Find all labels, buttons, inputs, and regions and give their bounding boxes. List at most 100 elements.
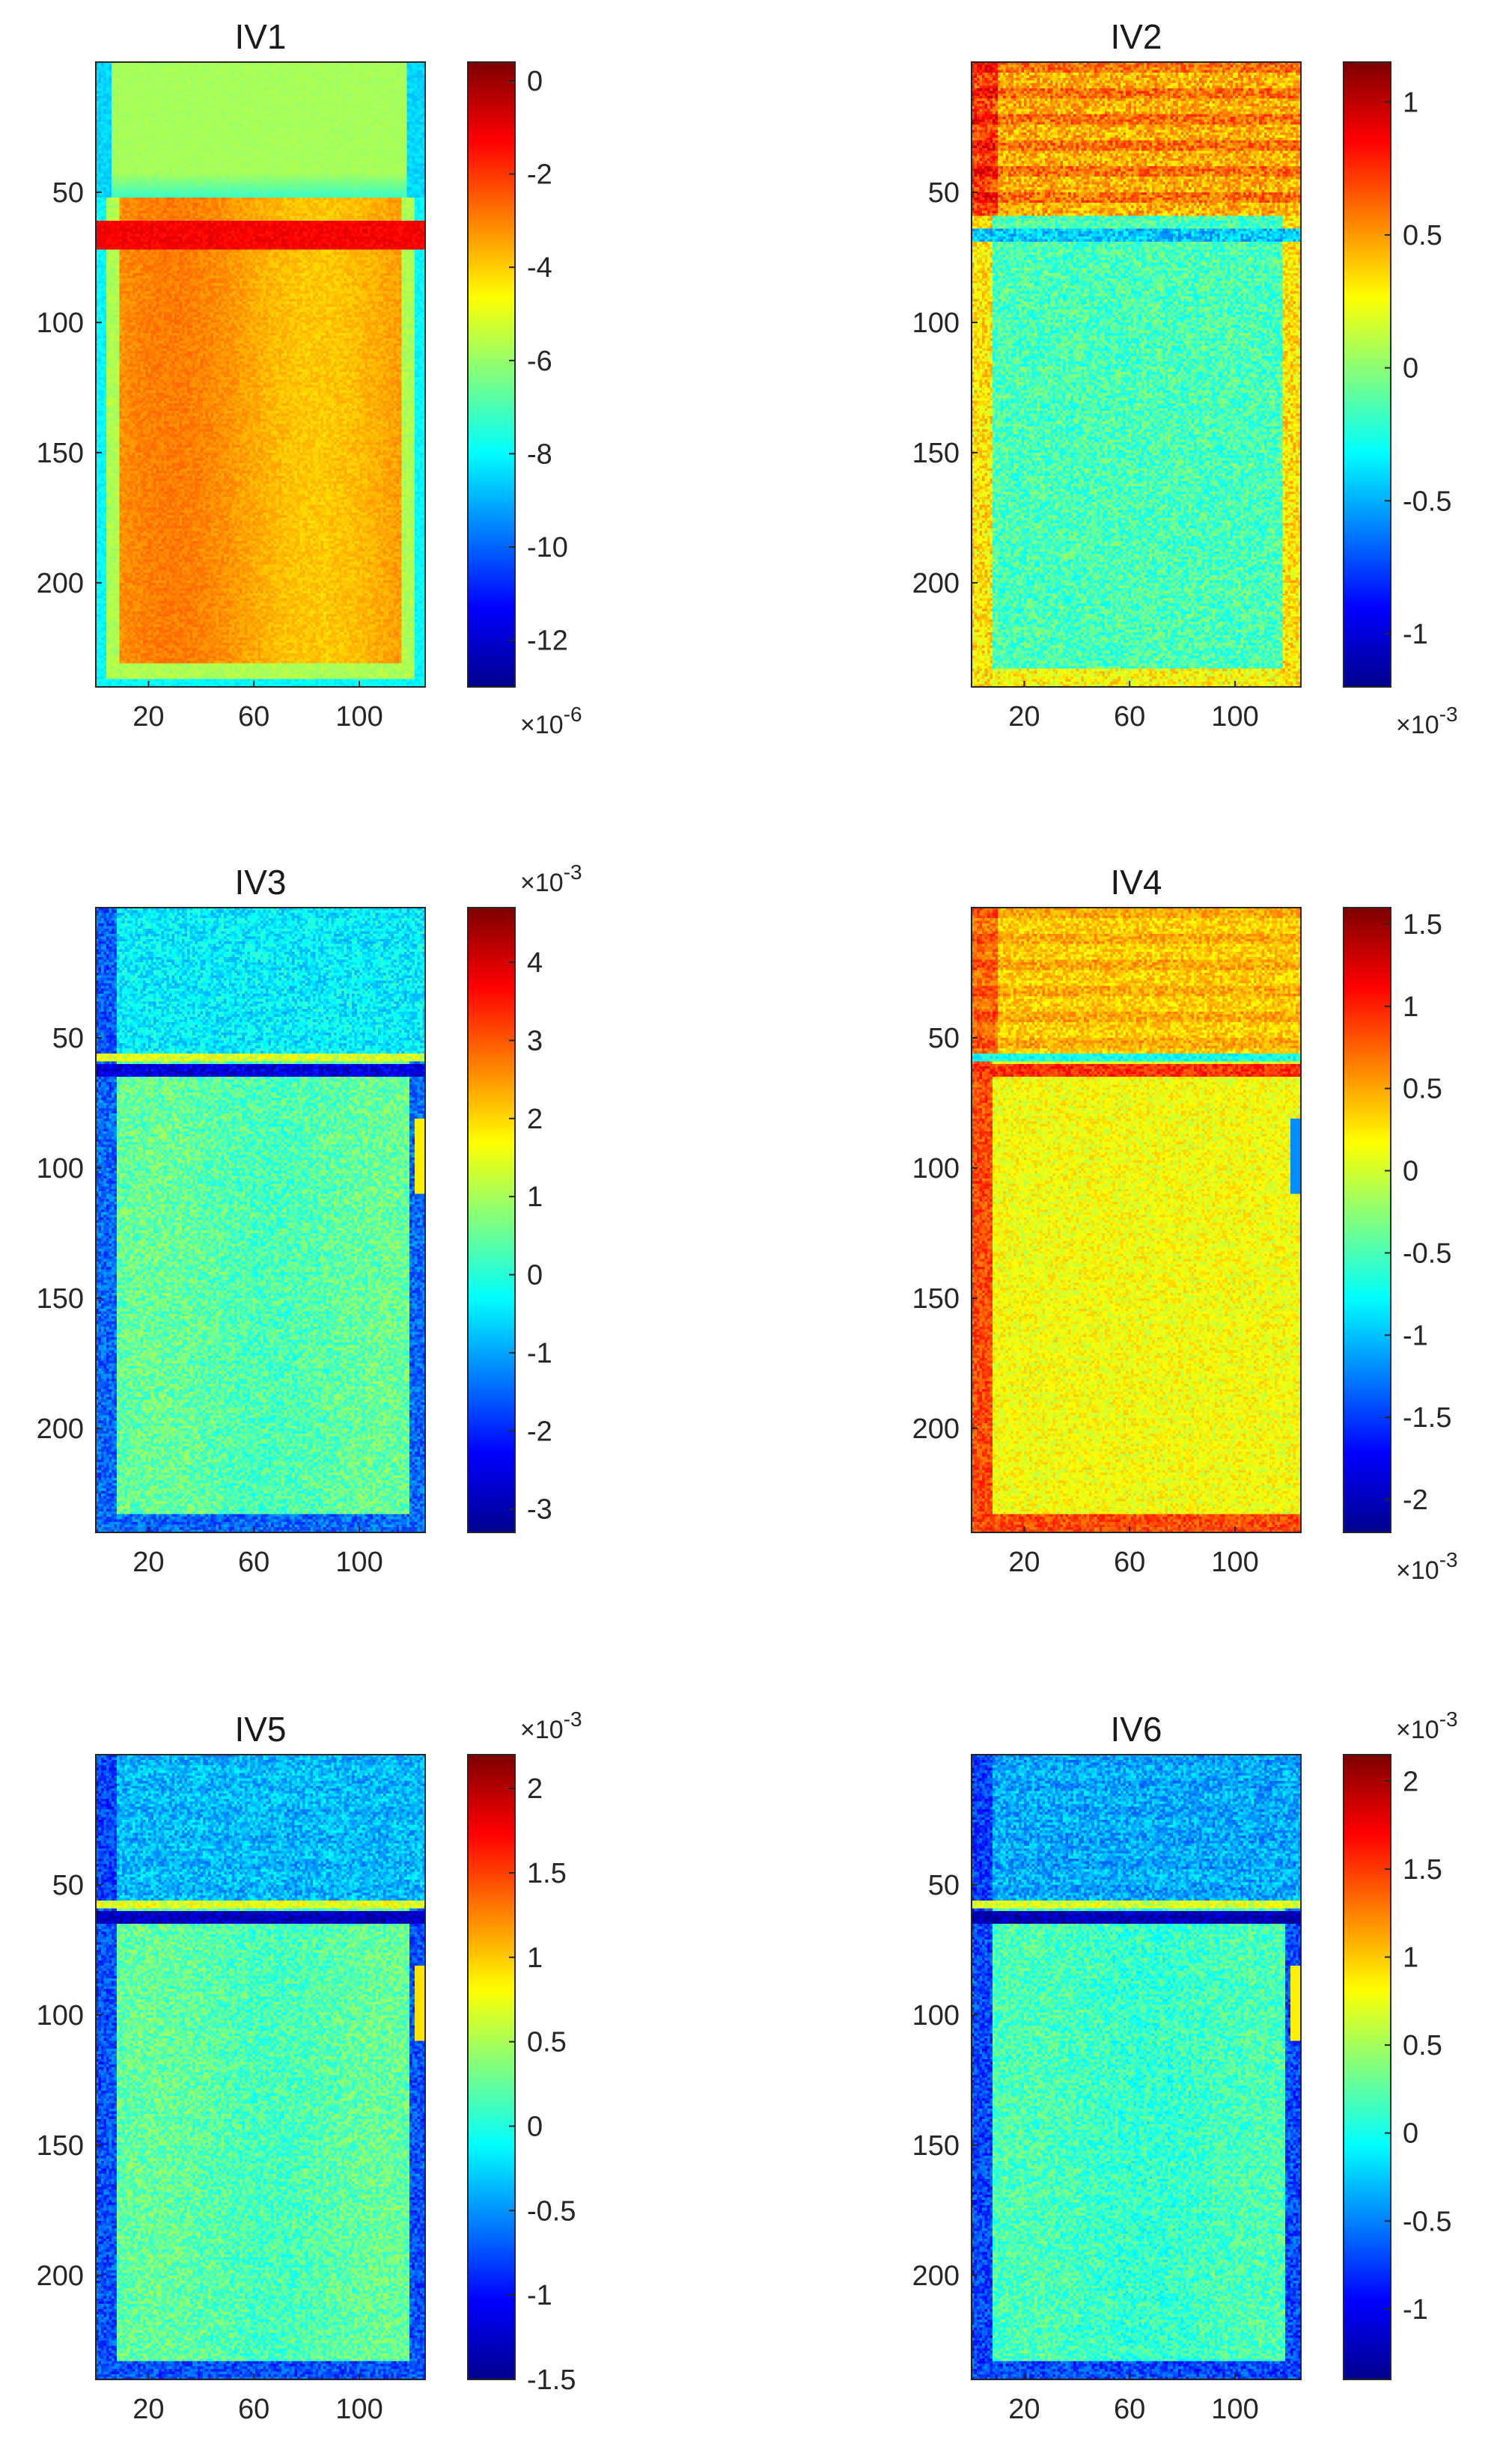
chart-title: IV6 — [1110, 1710, 1162, 1749]
colorbar-tick-label: 0 — [527, 66, 543, 97]
colorbar-exponent-label: ×10-3 — [1396, 1548, 1458, 1585]
colorbar-tick-label: -1 — [527, 2280, 552, 2311]
x-tick-label: 20 — [132, 701, 164, 733]
colorbar-frame — [1343, 61, 1391, 688]
colorbar-tick-label: -8 — [527, 438, 552, 470]
y-tick-label: 50 — [52, 1870, 84, 1901]
colorbar-tick-label: 0.5 — [1403, 2030, 1442, 2061]
colorbar-tick-label: 0 — [1403, 1156, 1418, 1187]
colorbar-tick-label: 1 — [1403, 991, 1418, 1023]
colorbar-tick-label: -10 — [527, 532, 568, 563]
colorbar-tick-label: -0.5 — [1403, 486, 1451, 517]
colorbar-tick-label: 1.5 — [1403, 909, 1442, 941]
colorbar-tick-label: -6 — [527, 346, 552, 377]
x-tick-label: 60 — [238, 2394, 269, 2425]
y-tick-label: 150 — [37, 438, 84, 469]
y-tick-label: 50 — [52, 177, 84, 209]
colorbar-tick-label: -2 — [527, 1416, 552, 1447]
colorbar-gradient — [1344, 62, 1391, 687]
x-tick-label: 60 — [1114, 1547, 1145, 1578]
heatmap-image — [96, 62, 425, 687]
colorbar-exponent-label: ×10-3 — [520, 1708, 582, 1744]
colorbar-tick-label: -1.5 — [1403, 1402, 1451, 1434]
colorbar-tick-label: -1 — [527, 1338, 552, 1369]
colorbar-tick-label: 0 — [1403, 2118, 1418, 2150]
colorbar-tick-label: 1 — [527, 1942, 543, 1974]
chart-title: IV2 — [1110, 17, 1162, 56]
heatmap-chart: IV2 20 60 100 50 100 150 200 1 0.5 0 -0.5 -1 ×10-3 — [912, 17, 1458, 739]
colorbar-frame — [1343, 1754, 1391, 2380]
colorbar-tick-label: -12 — [527, 626, 568, 657]
colorbar-tick-label: -0.5 — [527, 2195, 576, 2227]
y-tick-label: 100 — [37, 1153, 84, 1184]
x-tick-label: 100 — [1211, 1547, 1258, 1578]
y-tick-label: 100 — [37, 2000, 84, 2032]
heatmap-chart: IV6 20 60 100 50 100 150 200 2 1.5 1 0.5 0 -0.5 -1 ×10-… — [912, 1708, 1458, 2425]
x-tick-label: 100 — [335, 701, 382, 733]
axes-frame — [971, 61, 1302, 688]
heatmap-image — [972, 908, 1301, 1532]
colorbar-exponent-label: ×10-6 — [520, 703, 582, 739]
y-tick-label: 100 — [912, 308, 960, 339]
colorbar-tick-label: 2 — [1403, 1766, 1418, 1797]
heatmap-image — [972, 62, 1301, 687]
y-tick-label: 50 — [928, 1870, 960, 1901]
colorbar-tick-label: 0 — [1403, 353, 1418, 385]
x-tick-label: 60 — [238, 701, 269, 733]
axes-frame — [95, 907, 426, 1533]
panel-iv4: IV4 20 60 100 50 100 150 200 1.5 1 0.5 0 -0.5 -1 -1.5 -… — [876, 846, 1497, 1609]
y-tick-label: 150 — [912, 438, 960, 469]
y-tick-label: 150 — [912, 1283, 960, 1315]
colorbar-exponent-label: ×10-3 — [520, 860, 582, 897]
chart-title: IV5 — [234, 1710, 286, 1749]
colorbar-tick-label: 1 — [527, 1181, 543, 1213]
y-tick-label: 200 — [912, 568, 960, 599]
colorbar-gradient — [468, 908, 515, 1532]
heatmap-image — [972, 1755, 1301, 2379]
heatmap-chart: IV1 20 60 100 50 100 150 200 0 -2 -4 -6 -8 -10 -12 ×10-… — [37, 17, 582, 739]
y-tick-label: 100 — [912, 2000, 960, 2032]
heatmap-chart: IV3 20 60 100 50 100 150 200 4 3 2 1 0 -1 -2 -3 ×10-3 — [37, 860, 582, 1578]
x-tick-label: 100 — [335, 2394, 382, 2425]
x-tick-label: 100 — [1211, 701, 1258, 733]
x-tick-label: 20 — [1008, 2394, 1040, 2425]
x-tick-label: 100 — [335, 1547, 382, 1578]
colorbar-tick-label: 1 — [1403, 1942, 1418, 1973]
colorbar-tick-label: 0.5 — [1403, 1074, 1442, 1105]
chart-title: IV1 — [234, 17, 286, 56]
axes-frame — [95, 1754, 426, 2380]
axes-frame — [971, 1754, 1302, 2380]
x-tick-label: 20 — [1008, 701, 1040, 733]
panel-iv5: IV5 20 60 100 50 100 150 200 2 1.5 1 0.5 0 -0.5 -1 -1.5… — [0, 1693, 689, 2456]
chart-title: IV3 — [234, 863, 286, 902]
colorbar-gradient — [468, 1755, 515, 2379]
y-tick-label: 50 — [52, 1023, 84, 1054]
y-tick-label: 200 — [37, 568, 84, 599]
colorbar-frame — [467, 907, 516, 1533]
colorbar-tick-label: -1.5 — [527, 2364, 576, 2396]
panel-iv1: IV1 20 60 100 50 100 150 200 0 -2 -4 -6 -8 -10 -12 ×10-… — [0, 0, 689, 763]
colorbar-tick-label: 0 — [527, 2111, 543, 2142]
panel-iv2: IV2 20 60 100 50 100 150 200 1 0.5 0 -0.5 -1 ×10-3 — [876, 0, 1497, 763]
colorbar-tick-label: 1 — [1403, 87, 1418, 118]
colorbar-tick-label: 3 — [527, 1025, 543, 1057]
y-tick-label: 200 — [912, 2260, 960, 2292]
colorbar-tick-label: -0.5 — [1403, 1238, 1451, 1269]
x-tick-label: 100 — [1211, 2394, 1258, 2425]
colorbar-tick-label: -2 — [527, 159, 552, 191]
y-tick-label: 50 — [928, 1023, 960, 1054]
colorbar-frame — [467, 61, 516, 688]
panel-iv3: IV3 20 60 100 50 100 150 200 4 3 2 1 0 -1 -2 -3 ×10-3 — [0, 846, 689, 1609]
chart-title: IV4 — [1110, 863, 1162, 902]
y-tick-label: 200 — [37, 2260, 84, 2292]
colorbar-tick-label: -2 — [1403, 1485, 1428, 1516]
colorbar-tick-label: -0.5 — [1403, 2206, 1451, 2237]
colorbar-tick-label: 1.5 — [1403, 1854, 1442, 1886]
y-tick-label: 50 — [928, 177, 960, 209]
colorbar-tick-label: 2 — [527, 1773, 543, 1805]
colorbar-tick-label: 2 — [527, 1104, 543, 1135]
x-tick-label: 20 — [132, 2394, 164, 2425]
x-tick-label: 60 — [238, 1547, 269, 1578]
heatmap-chart: IV5 20 60 100 50 100 150 200 2 1.5 1 0.5 0 -0.5 -1 -1.5… — [37, 1708, 582, 2425]
